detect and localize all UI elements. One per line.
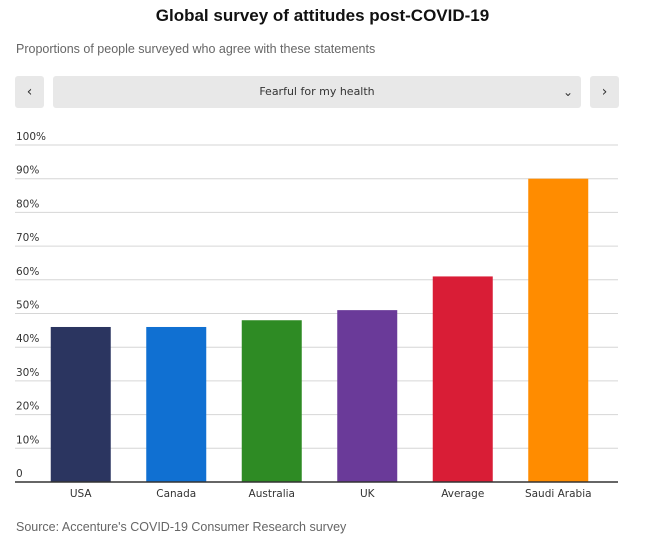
bar: [337, 310, 398, 482]
chevron-down-icon: ⌄: [562, 85, 573, 99]
y-tick-label: 10%: [16, 434, 39, 446]
x-tick-label: Saudi Arabia: [525, 488, 592, 500]
x-tick-label: UK: [360, 488, 376, 500]
y-tick-label: 30%: [16, 367, 39, 379]
bar: [241, 320, 302, 482]
x-tick-label: Australia: [249, 488, 295, 500]
bar: [50, 326, 111, 482]
source-note: Source: Accenture's COVID-19 Consumer Re…: [16, 520, 347, 534]
y-tick-label: 70%: [16, 232, 39, 244]
previous-button[interactable]: ‹: [15, 76, 44, 108]
y-tick-label: 40%: [16, 333, 39, 345]
x-tick-label: Average: [441, 488, 484, 500]
chevron-right-icon: ›: [601, 84, 608, 100]
y-tick-label: 90%: [16, 165, 39, 177]
y-tick-label: 100%: [16, 131, 46, 143]
bar: [146, 326, 207, 482]
chart-title: Global survey of attitudes post-COVID-19: [155, 6, 490, 25]
y-tick-label: 50%: [16, 300, 39, 312]
chart-subtitle: Proportions of people surveyed who agree…: [16, 42, 376, 56]
bar: [432, 276, 493, 482]
next-button[interactable]: ›: [590, 76, 619, 108]
bar: [528, 178, 589, 482]
statement-select[interactable]: Fearful for my health ⌄: [53, 76, 581, 108]
chevron-left-icon: ‹: [26, 84, 33, 100]
y-tick-label: 0: [16, 468, 23, 480]
y-tick-label: 20%: [16, 401, 39, 413]
statement-select-value: Fearful for my health: [259, 85, 375, 98]
x-tick-label: USA: [70, 488, 93, 500]
x-tick-label: Canada: [156, 488, 196, 500]
y-tick-label: 80%: [16, 198, 39, 210]
y-tick-label: 60%: [16, 266, 39, 278]
